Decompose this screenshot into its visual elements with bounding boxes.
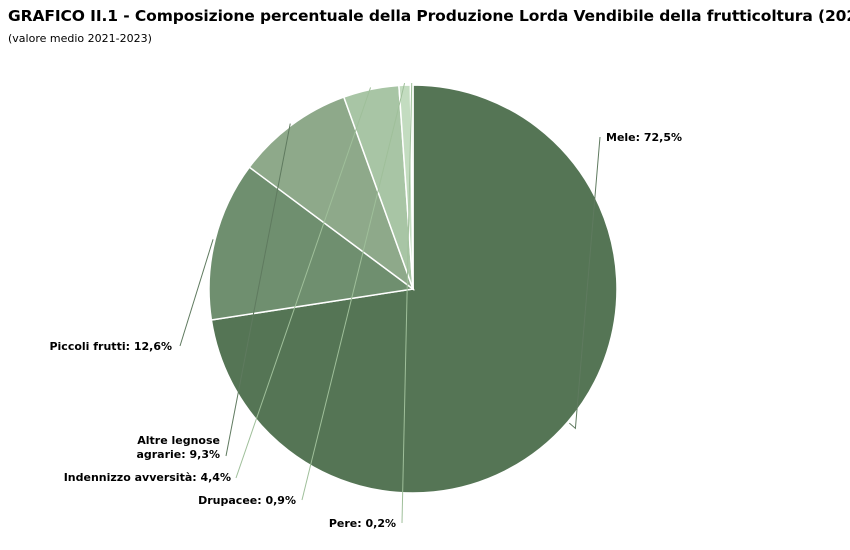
chart-subtitle: (valore medio 2021-2023) — [8, 32, 152, 45]
leader-line — [301, 83, 406, 501]
leader-line — [235, 87, 372, 479]
data-label: Mele: 72,5% — [606, 131, 682, 144]
leader-line — [179, 239, 214, 347]
data-label: Pere: 0,2% — [329, 517, 396, 530]
data-label: Altre legnose agrarie: 9,3% — [136, 434, 220, 461]
chart-title: GRAFICO II.1 - Composizione percentuale … — [8, 7, 850, 25]
data-labels: Mele: 72,5% Piccoli frutti: 12,6% Altre le… — [49, 131, 682, 530]
leader-line — [225, 123, 291, 457]
data-label: Indennizzo avversità: 4,4% — [64, 471, 231, 484]
pie-slice-altre-legnose-agrarie — [248, 96, 415, 292]
data-label: Piccoli frutti: 12,6% — [49, 340, 172, 353]
pie-slices — [208, 84, 618, 494]
data-label: Drupacee: 0,9% — [198, 494, 296, 507]
leader-line — [569, 136, 601, 430]
leader-line — [401, 82, 413, 524]
leader-lines — [179, 82, 601, 524]
